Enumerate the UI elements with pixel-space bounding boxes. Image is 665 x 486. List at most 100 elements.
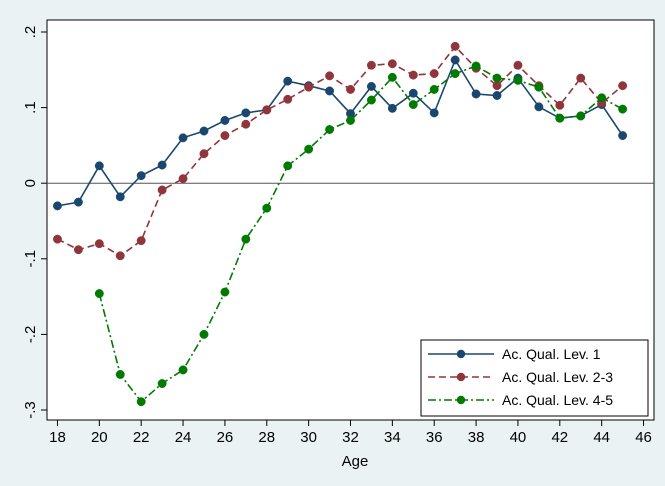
data-point bbox=[94, 161, 104, 171]
data-point bbox=[325, 71, 335, 81]
data-point bbox=[387, 59, 397, 69]
data-point bbox=[387, 103, 397, 113]
data-point bbox=[429, 69, 439, 79]
data-point bbox=[220, 287, 230, 297]
data-point bbox=[199, 149, 209, 159]
data-point bbox=[262, 105, 272, 115]
data-point bbox=[576, 73, 586, 83]
y-tick-label: -.2 bbox=[22, 326, 39, 344]
data-point bbox=[513, 60, 523, 70]
data-point bbox=[73, 197, 83, 207]
data-point bbox=[94, 289, 104, 299]
data-point bbox=[471, 89, 481, 99]
series-3 bbox=[94, 61, 628, 407]
legend-item: Ac. Qual. Lev. 4-5 bbox=[428, 392, 613, 408]
data-point bbox=[408, 88, 418, 98]
data-point bbox=[429, 85, 439, 94]
x-tick-label: 30 bbox=[300, 429, 317, 446]
data-point bbox=[513, 75, 523, 85]
series-line bbox=[57, 58, 624, 207]
data-point bbox=[220, 116, 230, 125]
y-tick-label: -.3 bbox=[22, 401, 39, 419]
legend-label: Ac. Qual. Lev. 2-3 bbox=[502, 369, 613, 385]
data-point bbox=[429, 108, 439, 118]
x-tick-label: 42 bbox=[551, 429, 568, 446]
x-tick-label: 22 bbox=[133, 429, 150, 446]
data-point bbox=[283, 161, 293, 171]
x-tick-label: 26 bbox=[217, 429, 234, 446]
series-line bbox=[57, 45, 624, 257]
data-point bbox=[325, 125, 335, 134]
y-tick-label: .1 bbox=[22, 101, 39, 114]
data-point bbox=[618, 81, 628, 91]
y-tick-label: 0 bbox=[22, 179, 39, 187]
data-point bbox=[220, 131, 230, 141]
data-point bbox=[136, 171, 146, 181]
data-point bbox=[387, 72, 397, 82]
x-tick-label: 32 bbox=[342, 429, 359, 446]
data-point bbox=[262, 203, 272, 213]
legend-swatch-marker bbox=[456, 395, 466, 405]
data-point bbox=[241, 108, 251, 118]
data-point bbox=[157, 160, 167, 170]
data-point bbox=[534, 102, 544, 112]
data-point bbox=[115, 251, 125, 261]
data-point bbox=[492, 81, 502, 91]
data-point bbox=[304, 144, 314, 154]
data-point bbox=[555, 100, 565, 110]
legend-swatch-marker bbox=[456, 372, 466, 382]
data-point bbox=[555, 113, 565, 123]
legend-label: Ac. Qual. Lev. 4-5 bbox=[502, 392, 613, 408]
data-point bbox=[178, 174, 188, 184]
data-point bbox=[157, 185, 167, 195]
data-point bbox=[283, 94, 293, 104]
data-point bbox=[53, 234, 62, 244]
data-point bbox=[325, 86, 335, 96]
data-point bbox=[408, 100, 418, 110]
data-point bbox=[492, 73, 502, 83]
legend-item: Ac. Qual. Lev. 1 bbox=[428, 346, 601, 362]
series-group bbox=[53, 41, 628, 407]
data-point bbox=[492, 91, 502, 100]
data-point bbox=[73, 245, 83, 255]
legend-label: Ac. Qual. Lev. 1 bbox=[502, 346, 601, 362]
data-point bbox=[241, 234, 251, 244]
x-axis-title: Age bbox=[342, 453, 369, 470]
data-point bbox=[304, 82, 314, 92]
data-point bbox=[576, 111, 586, 121]
data-point bbox=[136, 397, 146, 407]
series-2 bbox=[53, 41, 628, 261]
data-point bbox=[471, 61, 481, 71]
data-point bbox=[366, 81, 376, 91]
data-point bbox=[366, 60, 376, 70]
data-point bbox=[408, 70, 418, 80]
x-axis: 18 20 22 24 26 28 30 32 34 36 38 40 42 44 46 bbox=[49, 420, 652, 446]
x-tick-label: 20 bbox=[91, 429, 108, 446]
data-point bbox=[450, 69, 460, 79]
data-point bbox=[366, 95, 376, 105]
legend-swatch-marker bbox=[456, 349, 466, 359]
data-point bbox=[115, 370, 125, 379]
data-point bbox=[450, 55, 460, 65]
data-point bbox=[115, 192, 125, 202]
x-tick-label: 38 bbox=[468, 429, 485, 446]
data-point bbox=[346, 116, 355, 125]
data-point bbox=[597, 93, 607, 103]
x-tick-label: 24 bbox=[175, 429, 192, 446]
data-point bbox=[199, 329, 209, 339]
data-point bbox=[136, 236, 146, 246]
x-tick-label: 18 bbox=[49, 429, 66, 446]
data-point bbox=[283, 76, 293, 86]
data-point bbox=[157, 379, 167, 388]
data-point bbox=[178, 365, 188, 375]
x-tick-label: 40 bbox=[510, 429, 527, 446]
x-tick-label: 36 bbox=[426, 429, 443, 446]
y-axis: -.3 -.2 -.1 0 .1 .2 bbox=[22, 26, 47, 419]
data-point bbox=[199, 126, 209, 136]
x-tick-label: 28 bbox=[258, 429, 275, 446]
data-point bbox=[450, 41, 460, 51]
legend: Ac. Qual. Lev. 1 Ac. Qual. Lev. 2-3 Ac. Qu… bbox=[420, 339, 649, 417]
legend-item: Ac. Qual. Lev. 2-3 bbox=[428, 369, 613, 385]
data-point bbox=[534, 82, 544, 92]
